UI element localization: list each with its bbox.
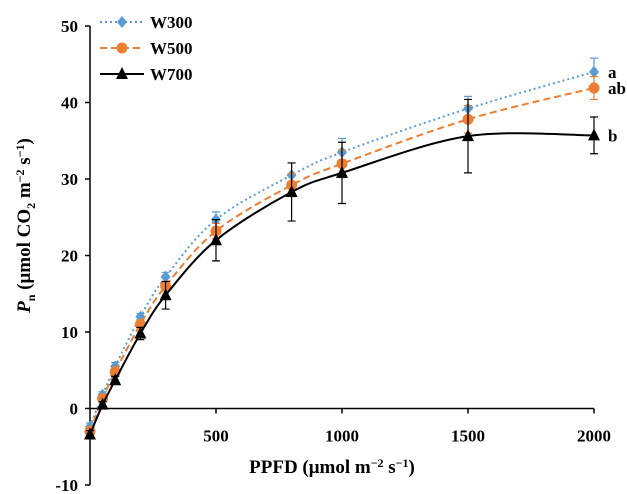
y-tick-label: 50 (61, 17, 78, 36)
legend-marker (116, 67, 128, 79)
marker (160, 270, 171, 283)
legend-marker (116, 42, 128, 54)
y-tick-label: 40 (61, 94, 78, 113)
y-label-part: m (14, 182, 35, 203)
marker (109, 373, 122, 386)
annotation: a (608, 63, 617, 82)
y-tick-label: 10 (61, 323, 78, 342)
y-label-part: 2 (24, 203, 38, 209)
y-label-part: (μmol CO (14, 209, 35, 295)
y-label-part: −1 (13, 144, 27, 157)
y-label-part: −2 (13, 169, 27, 182)
marker (159, 288, 172, 301)
x-label-part: PPFD (μmol m (249, 457, 371, 478)
marker (589, 65, 599, 78)
x-axis-label: PPFD (μmol m−2 s−1) (249, 456, 415, 478)
series-line (89, 70, 595, 428)
legend-label: W500 (150, 39, 193, 58)
y-label-part: n (24, 294, 38, 301)
x-tick-label: 2000 (577, 427, 611, 446)
x-label-part: s (384, 457, 396, 478)
y-label-part: P (14, 301, 35, 314)
y-tick-label: 30 (61, 170, 78, 189)
legend-label: W300 (150, 13, 193, 32)
y-label-part: ) (14, 138, 35, 144)
y-tick-label: 20 (61, 247, 78, 266)
legend-marker (117, 16, 127, 28)
series-line (89, 86, 595, 432)
x-label-part: −1 (396, 456, 409, 470)
y-tick-label: 0 (70, 400, 79, 419)
x-label-part: −2 (371, 456, 384, 470)
y-label-part: s (14, 157, 35, 169)
marker (462, 129, 474, 142)
x-tick-label: 500 (203, 427, 229, 446)
x-tick-label: 1000 (325, 427, 359, 446)
marker (285, 185, 298, 198)
marker (134, 326, 147, 339)
legend-label: W700 (150, 65, 193, 84)
marker (336, 165, 348, 178)
x-tick-label: 1500 (451, 427, 485, 446)
annotation: b (608, 126, 617, 145)
marker (588, 82, 600, 94)
marker (588, 128, 600, 141)
annotation: ab (608, 79, 626, 98)
marker (84, 427, 96, 440)
y-tick-label: -10 (55, 476, 78, 494)
marker (210, 233, 222, 246)
marker (96, 397, 109, 410)
y-axis-label: Pn (μmol CO2 m−2 s−1) (13, 138, 38, 314)
x-label-part: ) (409, 457, 415, 478)
